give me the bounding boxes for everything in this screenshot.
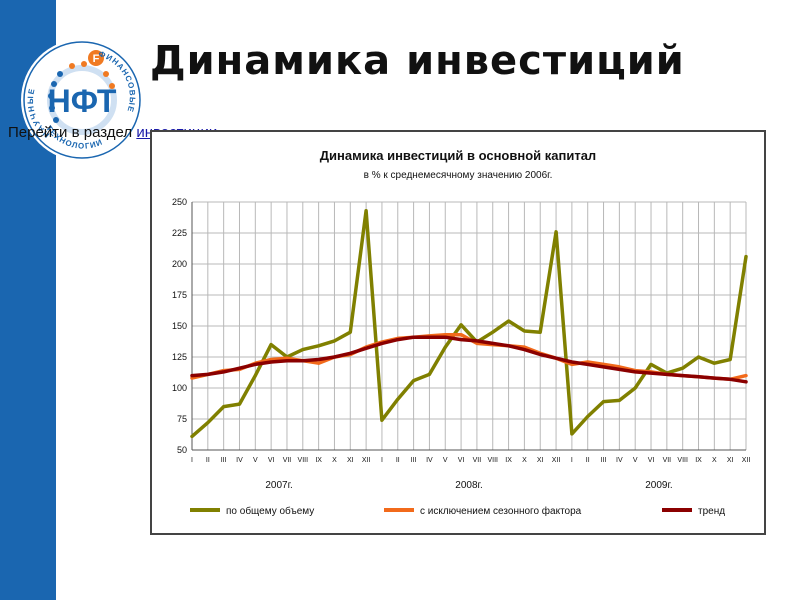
legend-label: тренд (698, 506, 725, 517)
x-tick-label: III (411, 457, 417, 464)
x-tick-label: II (396, 457, 400, 464)
x-tick-label: I (381, 457, 383, 464)
x-tick-label: VII (473, 457, 482, 464)
x-tick-label: I (191, 457, 193, 464)
investment-chart: Динамика инвестиций в основной капитал в… (172, 148, 751, 517)
chart-frame: Динамика инвестиций в основной капитал в… (150, 130, 766, 535)
y-tick-label: 100 (172, 383, 187, 393)
x-tick-label: V (443, 457, 448, 464)
x-tick-label: IV (616, 457, 623, 464)
series-line (190, 335, 748, 384)
y-tick-label: 225 (172, 228, 187, 238)
x-tick-label: III (221, 457, 227, 464)
x-tick-label: V (633, 457, 638, 464)
x-tick-label: II (206, 457, 210, 464)
x-tick-label: VIII (487, 457, 498, 464)
series-line (190, 208, 748, 439)
x-tick-label: IX (695, 457, 702, 464)
y-tick-label: 175 (172, 290, 187, 300)
x-tick-label: X (712, 457, 717, 464)
x-tick-label: III (601, 457, 607, 464)
y-tick-label: 75 (177, 414, 187, 424)
x-tick-label: XII (742, 457, 751, 464)
x-tick-label: XI (727, 457, 734, 464)
year-label: 2007г. (265, 480, 292, 491)
chart-title: Динамика инвестиций в основной капитал (320, 148, 596, 163)
legend-label: по общему объему (226, 505, 314, 517)
x-tick-label: X (522, 457, 527, 464)
x-tick-label: I (571, 457, 573, 464)
y-tick-label: 200 (172, 259, 187, 269)
y-tick-label: 125 (172, 352, 187, 362)
y-tick-label: 150 (172, 321, 187, 331)
x-tick-label: II (586, 457, 590, 464)
x-tick-label: VI (268, 457, 275, 464)
x-tick-label: VIII (677, 457, 688, 464)
x-tick-label: XII (362, 457, 371, 464)
x-tick-label: VII (283, 457, 292, 464)
chart-subtitle: в % к среднемесячному значению 2006г. (364, 170, 553, 181)
x-tick-label: IX (315, 457, 322, 464)
y-tick-label: 250 (172, 197, 187, 207)
legend-label: с исключением сезонного фактора (420, 505, 582, 517)
x-tick-label: IX (505, 457, 512, 464)
x-tick-label: VI (458, 457, 465, 464)
x-tick-label: XI (347, 457, 354, 464)
x-tick-label: IV (236, 457, 243, 464)
x-tick-label: VIII (298, 457, 309, 464)
x-tick-label: VII (663, 457, 672, 464)
year-label: 2009г. (645, 480, 672, 491)
slide-title: Динамика инвестиций (150, 38, 685, 84)
x-tick-label: XII (552, 457, 561, 464)
logo-center-text: НФТ (48, 83, 117, 119)
x-tick-label: V (253, 457, 258, 464)
logo-letter-badge: F (93, 53, 100, 65)
year-label: 2008г. (455, 480, 482, 491)
x-tick-label: VI (648, 457, 655, 464)
nav-prefix: Перейти в раздел (8, 124, 137, 141)
x-tick-label: X (332, 457, 337, 464)
nft-logo: F НФТ НАУЧНЫЕ ФИНАНСОВЫЕ ТЕХНОЛОГИИ (21, 39, 143, 161)
y-tick-label: 50 (177, 445, 187, 455)
x-tick-label: IV (426, 457, 433, 464)
x-tick-label: XI (537, 457, 544, 464)
